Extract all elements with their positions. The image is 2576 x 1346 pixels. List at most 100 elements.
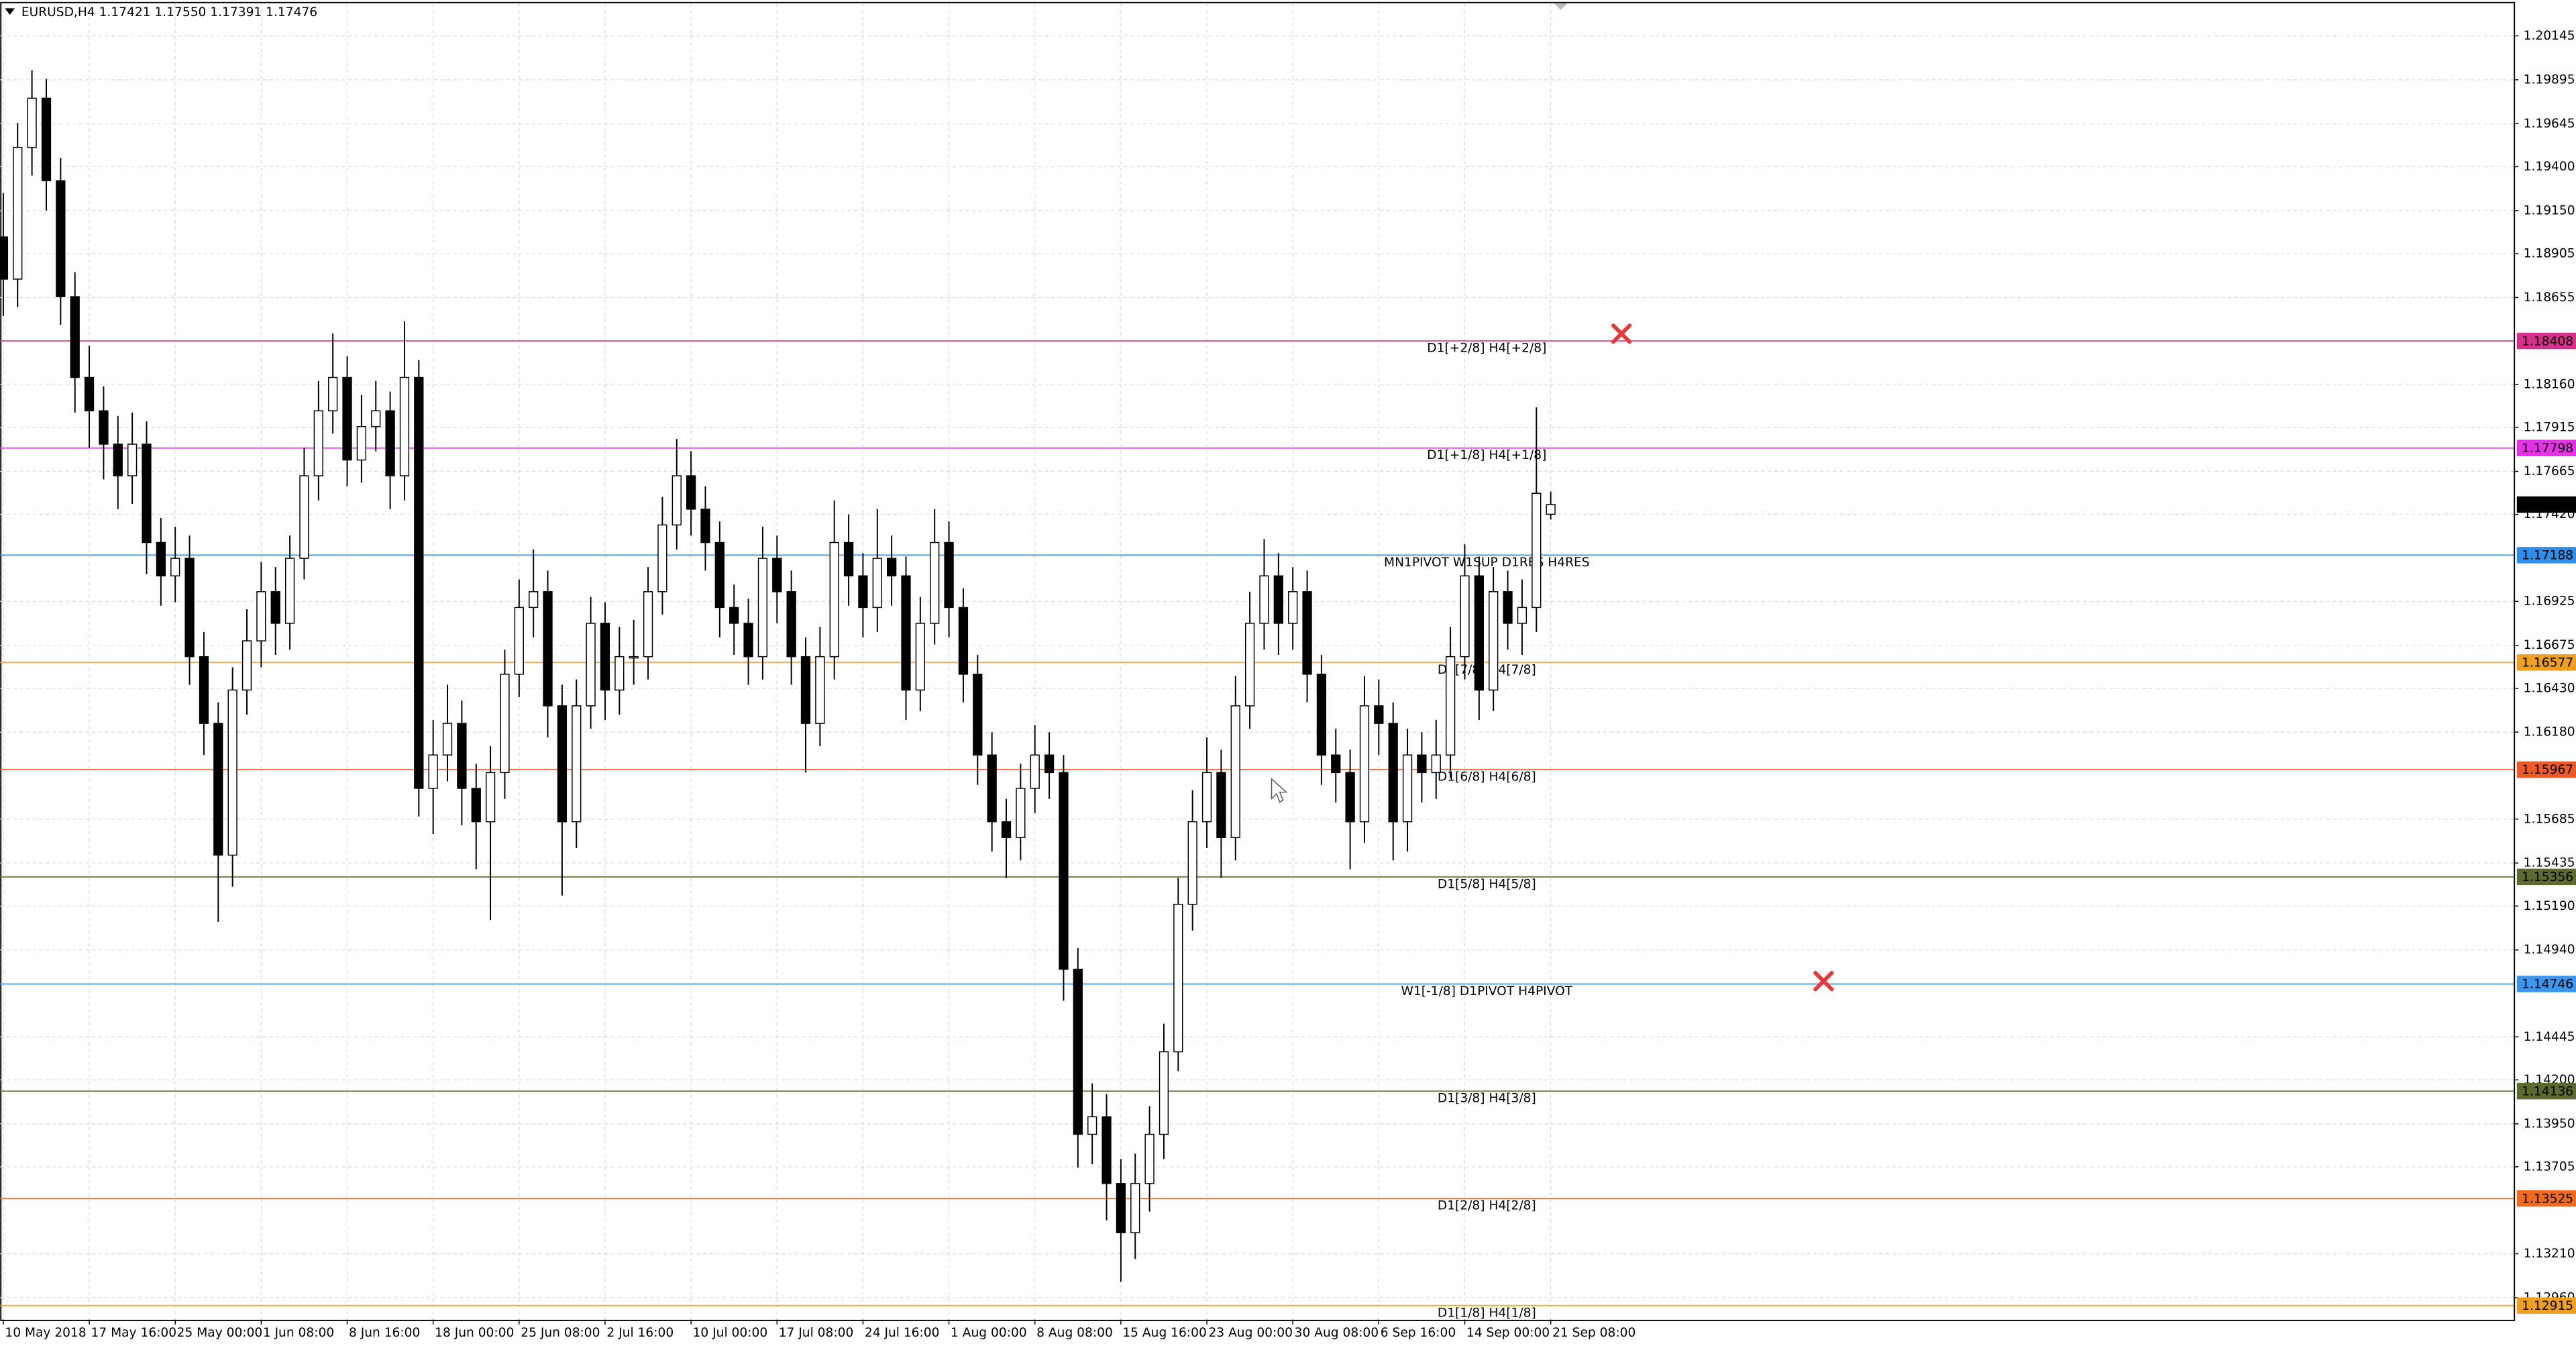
y-tick-label: 1.14940 [2524, 943, 2575, 957]
candle-body [1460, 575, 1470, 658]
level-label: D1[3/8] H4[3/8] [1438, 1092, 1536, 1106]
x-tick-label: 17 May 16:00 [91, 1326, 177, 1340]
y-tick-label: 1.18160 [2524, 377, 2575, 391]
y-tick-label: 1.19645 [2524, 117, 2575, 131]
candle-body [399, 376, 410, 476]
menu-arrow[interactable] [5, 8, 15, 15]
candle-body [70, 296, 80, 378]
price-badge [2516, 1190, 2576, 1207]
candle-body [414, 376, 424, 789]
mouse-cursor [1271, 778, 1288, 803]
candle-body [270, 591, 280, 624]
candle-body [56, 180, 66, 297]
price-badge [2516, 439, 2576, 456]
candle-body [586, 623, 596, 707]
y-tick-label: 1.13950 [2524, 1117, 2575, 1131]
candle-body [213, 723, 223, 856]
candle-body [1173, 903, 1183, 1053]
candle-body [1187, 821, 1197, 905]
y-tick-label: 1.15435 [2524, 856, 2575, 870]
candle-body [944, 541, 954, 609]
candle-body [1316, 674, 1327, 756]
candle-body [557, 705, 568, 823]
candle-body [901, 575, 911, 691]
level-label: W1[-1/8] D1PIVOT H4PIVOT [1401, 984, 1573, 998]
chart-title: EURUSD,H4 1.17421 1.17550 1.17391 1.1747… [21, 5, 317, 19]
y-tick-label: 1.18905 [2524, 246, 2575, 260]
x-tick-label: 24 Jul 16:00 [865, 1326, 940, 1340]
candle-body [1073, 968, 1083, 1135]
candle-body [958, 607, 969, 675]
candle-body [772, 558, 782, 592]
candle-body [1388, 723, 1398, 823]
current-price-label: 1.17476 [2522, 498, 2573, 512]
y-tick-label: 1.13210 [2524, 1247, 2575, 1261]
candle-body [84, 376, 95, 411]
x-tick-label: 1 Aug 00:00 [951, 1326, 1027, 1340]
price-badge [2516, 1082, 2576, 1100]
candle-body [572, 705, 582, 823]
candle-body [256, 591, 266, 641]
candle-body [686, 475, 696, 510]
candle-body [1201, 772, 1212, 823]
y-tick-label: 1.20145 [2524, 29, 2575, 43]
candle-body [1130, 1183, 1140, 1233]
candle-body [428, 754, 438, 789]
candle-body [184, 558, 195, 658]
x-tick-label: 8 Aug 08:00 [1036, 1326, 1113, 1340]
x-tick-label: 10 Jul 00:00 [693, 1326, 768, 1340]
candle-body [743, 623, 753, 658]
candle-body [672, 475, 682, 526]
candle-body [614, 656, 625, 691]
shift-marker[interactable] [1554, 3, 1568, 10]
candle-body [471, 788, 481, 823]
candle-body [1273, 575, 1283, 624]
delete-marker[interactable] [1813, 971, 1834, 992]
candle-body [13, 146, 23, 280]
y-tick-label: 1.19895 [2524, 72, 2575, 87]
candle-body [843, 541, 854, 577]
candle-body [1102, 1116, 1112, 1184]
y-tick-label: 1.15685 [2524, 812, 2575, 826]
price-badge-label: 1.12915 [2522, 1299, 2573, 1313]
x-tick-label: 25 Jun 08:00 [521, 1326, 600, 1340]
candle-body [0, 236, 9, 280]
candle-body [714, 541, 724, 609]
price-badge-label: 1.15967 [2522, 763, 2573, 777]
candle-body [1431, 754, 1441, 774]
delete-marker[interactable] [1611, 323, 1632, 344]
candle-body [1445, 656, 1456, 756]
level-label: D1[+2/8] H4[+2/8] [1427, 342, 1546, 356]
candle-body [887, 558, 897, 577]
candle-body [1244, 623, 1255, 707]
price-badge-label: 1.16577 [2522, 656, 2573, 670]
x-tick-label: 2 Jul 16:00 [606, 1326, 674, 1340]
candle-body [1016, 788, 1026, 838]
price-badge-label: 1.18408 [2522, 334, 2573, 348]
candle-body [127, 444, 138, 476]
candle-body [800, 656, 811, 724]
candle-body [987, 754, 997, 823]
candle-body [1087, 1116, 1097, 1135]
candle-body [371, 410, 381, 427]
candle-body [113, 444, 123, 476]
candle-body [1331, 754, 1341, 774]
y-tick-label: 1.13705 [2524, 1159, 2575, 1174]
candle-body [757, 558, 768, 658]
candle-body [815, 656, 825, 724]
candle-body [1044, 754, 1055, 774]
candle-body [27, 97, 37, 148]
candle-body [1001, 821, 1012, 838]
y-tick-label: 1.14445 [2524, 1030, 2575, 1044]
candle-body [657, 524, 667, 592]
candle-body [629, 656, 639, 659]
candle-body [313, 410, 323, 476]
x-tick-label: 15 Aug 16:00 [1122, 1326, 1206, 1340]
candle-body [328, 376, 338, 411]
candle-body [729, 607, 739, 624]
price-badge [2516, 547, 2576, 564]
axes: 1.20145 1.19895 1.19645 1.19400 1.19150 1.189… [3, 29, 2576, 1340]
y-tick-label: 1.16675 [2524, 638, 2575, 652]
candle-body [442, 723, 453, 756]
